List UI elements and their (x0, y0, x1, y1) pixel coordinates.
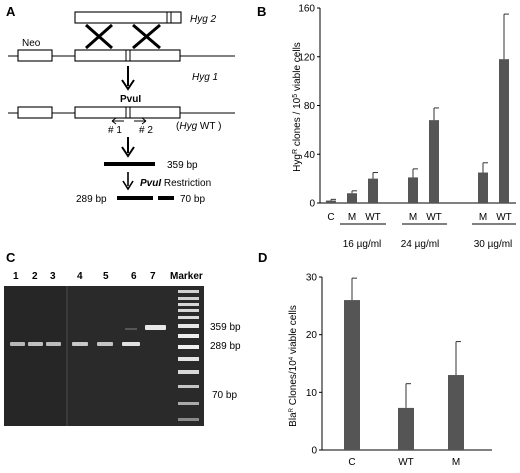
gel-band-lane-7 (145, 325, 166, 330)
panel-a-label: A (6, 4, 16, 19)
x-category-label: WT (398, 457, 414, 468)
group-label: 30 µg/ml (474, 239, 513, 250)
hyg-wt-box (74, 106, 181, 119)
y-tick-label: 0 (311, 446, 317, 457)
lane-label-1: 1 (13, 271, 19, 282)
lane-label-4: 4 (77, 271, 83, 282)
pvui-site-label: PvuI (120, 94, 141, 105)
x-category-label: WT (365, 212, 381, 223)
bar-c-0 (344, 300, 360, 450)
fragment-70 (158, 196, 174, 200)
neo-box-2 (17, 106, 53, 119)
bar-wt-6 (499, 59, 509, 203)
bar-wt-1 (398, 407, 414, 450)
x-category-label: WT (426, 212, 442, 223)
x-category-label: M (479, 212, 487, 223)
panel-c-label: C (6, 250, 16, 265)
marker-label: Marker (170, 271, 203, 282)
x-category-label: C (348, 457, 355, 468)
bar-m-3 (408, 177, 418, 203)
x-category-label: C (327, 212, 334, 223)
lane-label-7: 7 (150, 271, 156, 282)
gel-band-lane-6 (122, 342, 140, 346)
y-tick-label: 120 (298, 52, 315, 63)
panel-a: A Hyg 2 Neo Hyg 1 PvuI # 1 # 2 (Hyg (6, 4, 235, 205)
crossover-x-left (85, 23, 113, 50)
bar-c-0 (326, 200, 336, 203)
lane-label-3: 3 (50, 271, 56, 282)
hyg1-box-pre (74, 49, 181, 62)
bar-m-2 (448, 375, 464, 450)
band-289-label: 289 bp (76, 194, 107, 205)
gel-band-lane-1 (10, 342, 25, 346)
group-label: 24 µg/ml (401, 239, 440, 250)
y-tick-label: 160 (298, 4, 315, 15)
panel-c-gel: C 1 2 3 4 5 6 7 Marker (4, 250, 241, 426)
y-tick-label: 40 (304, 150, 316, 161)
bar-m-5 (478, 172, 488, 203)
crossover-x-right (132, 23, 161, 50)
hyg-wt-label: (Hyg WT ) (176, 121, 221, 132)
panel-d-label: D (258, 250, 267, 265)
group-label: 16 µg/ml (343, 239, 382, 250)
y-tick-label: 20 (306, 330, 318, 341)
gel-label-359: 359 bp (210, 322, 241, 333)
panel-d-chart: D BlaR Clones/104 viable cells 0 10 20 30 C W… (258, 250, 492, 468)
bar-m-1 (347, 193, 357, 203)
primer-2-arrow (134, 117, 147, 125)
fragment-289 (117, 196, 153, 200)
bar-wt-2 (368, 178, 378, 203)
panel-b-ylabel: HygR clones / 105 viable cells (292, 42, 304, 172)
panel-b-chart: B HygR clones / 105 viable cells 0 40 80 12… (257, 4, 516, 250)
gel-label-70: 70 bp (212, 390, 237, 401)
primer-1-label: # 1 (108, 125, 122, 136)
hyg1-label: Hyg 1 (192, 72, 218, 83)
gel-label-289: 289 bp (210, 341, 241, 352)
band-70-label: 70 bp (180, 194, 205, 205)
band-359-label: 359 bp (167, 160, 198, 171)
x-category-label: M (348, 212, 356, 223)
hyg2-box (74, 11, 182, 24)
lane-label-2: 2 (32, 271, 38, 282)
bar-wt-4 (429, 120, 439, 203)
y-tick-label: 10 (306, 388, 318, 399)
gel-band-lane-4 (72, 342, 88, 346)
neo-box (17, 49, 53, 62)
gel-band-lane-2 (28, 342, 43, 346)
restriction-label: PvuI Restriction (140, 178, 211, 189)
neo-label: Neo (22, 38, 41, 49)
x-category-label: M (452, 457, 460, 468)
marker-ladder-band (178, 290, 199, 293)
y-tick-label: 80 (304, 101, 316, 112)
x-category-label: M (409, 212, 417, 223)
gel-band-lane-5 (97, 342, 113, 346)
panel-b-label: B (257, 4, 266, 19)
panel-d-ylabel: BlaR Clones/104 viable cells (288, 305, 299, 427)
lane-label-6: 6 (131, 271, 137, 282)
y-tick-label: 30 (306, 273, 318, 284)
primer-2-label: # 2 (139, 125, 153, 136)
hyg2-label: Hyg 2 (190, 14, 217, 25)
gel-band-lane-3 (46, 342, 61, 346)
x-category-label: WT (496, 212, 512, 223)
lane-label-5: 5 (103, 271, 109, 282)
y-tick-label: 0 (309, 199, 315, 210)
pcr-product-359 (104, 162, 155, 166)
primer-1-arrow (111, 117, 124, 125)
